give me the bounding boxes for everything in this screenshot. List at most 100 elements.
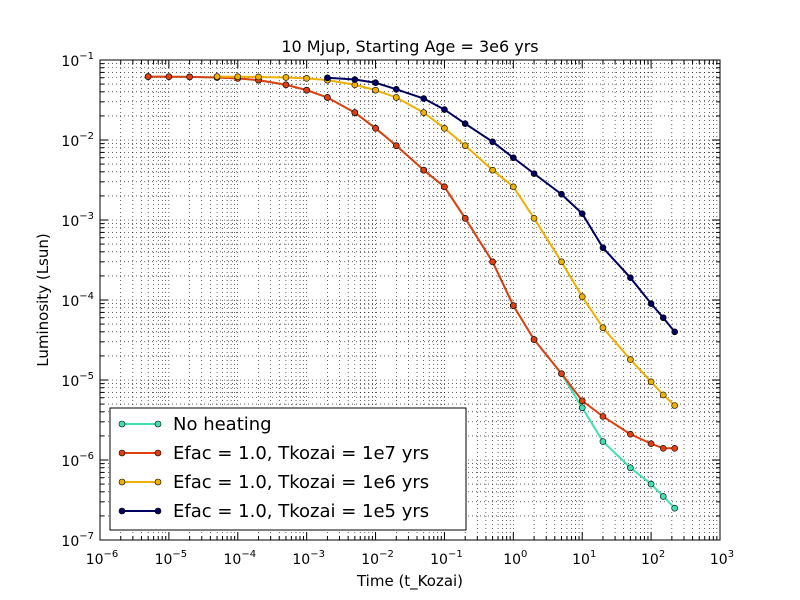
data-point bbox=[303, 75, 310, 82]
data-point bbox=[578, 404, 586, 412]
legend: No heating Efac = 1.0, Tkozai = 1e7 yrs Ef… bbox=[109, 407, 467, 531]
data-point bbox=[441, 106, 448, 113]
legend-entry: No heating bbox=[118, 414, 272, 435]
data-point bbox=[578, 293, 586, 300]
data-point bbox=[372, 79, 379, 87]
legend-marker bbox=[154, 478, 162, 486]
axis-ticks bbox=[99, 59, 721, 541]
data-point bbox=[441, 125, 448, 132]
legend-marker bbox=[118, 507, 126, 515]
legend-label: No heating bbox=[173, 414, 272, 435]
series-layer bbox=[144, 73, 679, 512]
legend-entry: Efac = 1.0, Tkozai = 1e7 yrs bbox=[118, 443, 429, 464]
chart-title: 10 Mjup, Starting Age = 3e6 yrs bbox=[281, 37, 538, 56]
data-point bbox=[351, 76, 359, 83]
data-point bbox=[461, 215, 469, 222]
legend-entry: Efac = 1.0, Tkozai = 1e5 yrs bbox=[118, 501, 429, 522]
series-line bbox=[217, 75, 676, 407]
x-tick-label: 102 bbox=[641, 549, 665, 568]
data-point bbox=[647, 480, 655, 488]
x-axis-label: Time (t_Kozai) bbox=[356, 572, 463, 591]
data-point bbox=[489, 258, 496, 266]
data-point bbox=[599, 244, 607, 252]
data-point bbox=[659, 391, 667, 399]
data-point bbox=[647, 440, 655, 447]
legend-entry: Efac = 1.0, Tkozai = 1e6 yrs bbox=[118, 472, 429, 493]
data-point bbox=[647, 300, 655, 307]
x-tick-label: 10−5 bbox=[155, 549, 188, 568]
x-tick-label: 101 bbox=[572, 549, 596, 568]
data-point bbox=[324, 94, 331, 101]
x-tick-label: 10−4 bbox=[223, 549, 256, 568]
data-point bbox=[461, 120, 469, 127]
data-point bbox=[213, 73, 221, 80]
data-point bbox=[441, 183, 448, 191]
data-point bbox=[627, 430, 634, 438]
data-point bbox=[599, 438, 607, 445]
legend-label: Efac = 1.0, Tkozai = 1e7 yrs bbox=[173, 443, 429, 464]
series-3 bbox=[213, 73, 679, 409]
data-point bbox=[165, 73, 173, 81]
tick-labels: 10−6 10−5 10−4 10−3 10−2 10−1 100 101 102 103 10−7… bbox=[61, 51, 734, 568]
data-point bbox=[510, 183, 517, 191]
data-point bbox=[420, 109, 428, 116]
data-point bbox=[372, 86, 379, 94]
x-tick-label: 10−3 bbox=[292, 549, 325, 568]
data-point bbox=[489, 138, 496, 146]
data-point bbox=[392, 86, 400, 93]
legend-marker bbox=[118, 420, 126, 428]
data-point bbox=[659, 314, 667, 322]
data-point bbox=[647, 378, 655, 386]
x-tick-label: 103 bbox=[710, 549, 734, 568]
data-point bbox=[558, 190, 565, 198]
data-point bbox=[351, 109, 359, 116]
data-point bbox=[599, 324, 607, 332]
data-point bbox=[461, 142, 469, 149]
data-point bbox=[659, 493, 667, 500]
legend-label: Efac = 1.0, Tkozai = 1e6 yrs bbox=[173, 472, 429, 493]
data-point bbox=[530, 336, 538, 343]
data-point bbox=[627, 356, 634, 363]
data-point bbox=[420, 166, 428, 174]
data-point bbox=[671, 328, 679, 336]
x-tick-label: 10−1 bbox=[430, 549, 463, 568]
data-point bbox=[599, 413, 607, 420]
data-point bbox=[255, 73, 262, 81]
data-point bbox=[627, 464, 634, 472]
data-point bbox=[578, 210, 586, 217]
legend-marker bbox=[154, 507, 162, 515]
y-tick-label: 10−5 bbox=[61, 371, 94, 390]
series-4 bbox=[324, 74, 679, 336]
y-tick-label: 10−2 bbox=[61, 131, 94, 150]
data-point bbox=[578, 397, 586, 405]
data-point bbox=[303, 86, 310, 94]
y-tick-label: 10−4 bbox=[61, 291, 94, 310]
data-point bbox=[659, 445, 667, 452]
y-tick-label: 10−6 bbox=[61, 451, 94, 470]
data-point bbox=[324, 74, 331, 82]
legend-label: Efac = 1.0, Tkozai = 1e5 yrs bbox=[173, 501, 429, 522]
data-point bbox=[627, 274, 634, 282]
legend-marker bbox=[118, 478, 126, 486]
legend-box bbox=[109, 407, 467, 531]
data-point bbox=[372, 125, 379, 132]
data-point bbox=[420, 95, 428, 102]
legend-marker bbox=[154, 420, 162, 428]
x-tick-label: 10−2 bbox=[361, 549, 394, 568]
series-line bbox=[327, 76, 676, 333]
data-point bbox=[671, 402, 679, 409]
data-point bbox=[510, 154, 517, 162]
series-2 bbox=[144, 73, 679, 452]
data-point bbox=[530, 215, 538, 222]
x-tick-label: 100 bbox=[503, 549, 527, 568]
data-point bbox=[558, 370, 565, 377]
data-point bbox=[530, 170, 538, 177]
data-point bbox=[510, 302, 517, 309]
data-point bbox=[186, 73, 193, 81]
data-point bbox=[282, 81, 290, 89]
legend-marker bbox=[118, 449, 126, 457]
y-axis-label: Luminosity (Lsun) bbox=[34, 233, 52, 366]
data-point bbox=[392, 142, 400, 149]
legend-marker bbox=[154, 449, 162, 457]
